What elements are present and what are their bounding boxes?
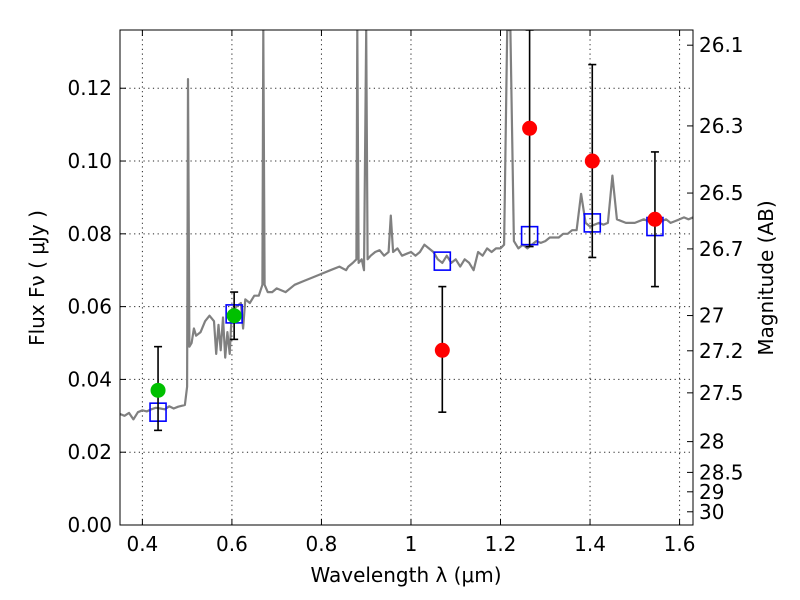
right-tick-label: 27 (699, 304, 724, 328)
right-tick-label: 26.3 (699, 114, 744, 138)
right-tick-label: 26.7 (699, 237, 744, 261)
red-photometry-point (434, 342, 450, 358)
y-tick-label: 0.04 (67, 367, 112, 391)
x-tick-label: 0.4 (126, 532, 158, 556)
x-tick-label: 1 (405, 532, 418, 556)
y-tick-label: 0.08 (67, 222, 112, 246)
red-photometry-point (522, 120, 538, 136)
x-axis-label: Wavelength λ (μm) (310, 563, 501, 587)
x-tick-label: 1.6 (664, 532, 696, 556)
plot-frame (119, 29, 694, 526)
green-photometry-point (150, 382, 166, 398)
y-axis-label: Flux Fν ( μJy ) (25, 210, 49, 346)
right-tick-label: 27.2 (699, 339, 744, 363)
green-photometry-point (226, 308, 242, 324)
x-tick-label: 0.8 (306, 532, 338, 556)
y-tick-label: 0.12 (67, 76, 112, 100)
plot-layer (120, 30, 693, 432)
red-photometry-point (584, 153, 600, 169)
x-tick-label: 1.2 (485, 532, 517, 556)
right-tick-label: 29 (699, 480, 724, 504)
right-tick-label: 26.5 (699, 181, 744, 205)
right-tick-label: 27.5 (699, 381, 744, 405)
right-tick-label: 28.5 (699, 460, 744, 484)
right-tick-label: 30 (699, 500, 724, 524)
right-tick-label: 26.1 (699, 33, 744, 57)
spectrum-line (120, 30, 693, 421)
y-tick-label: 0.00 (67, 513, 112, 537)
y-tick-label: 0.02 (67, 440, 112, 464)
tick-layer: 0.4 0.6 0.8 1 1.2 1.4 1.6 0.00 0.02 0.04 0.06 0.08 0… (67, 30, 744, 556)
right-axis-label: Magnitude (AB) (754, 200, 778, 355)
red-photometry-point (647, 211, 663, 227)
x-tick-label: 1.4 (574, 532, 606, 556)
y-tick-label: 0.06 (67, 295, 112, 319)
right-tick-label: 28 (699, 430, 724, 454)
y-tick-label: 0.10 (67, 149, 112, 173)
model-flux-square (433, 251, 452, 271)
x-tick-label: 0.6 (216, 532, 248, 556)
